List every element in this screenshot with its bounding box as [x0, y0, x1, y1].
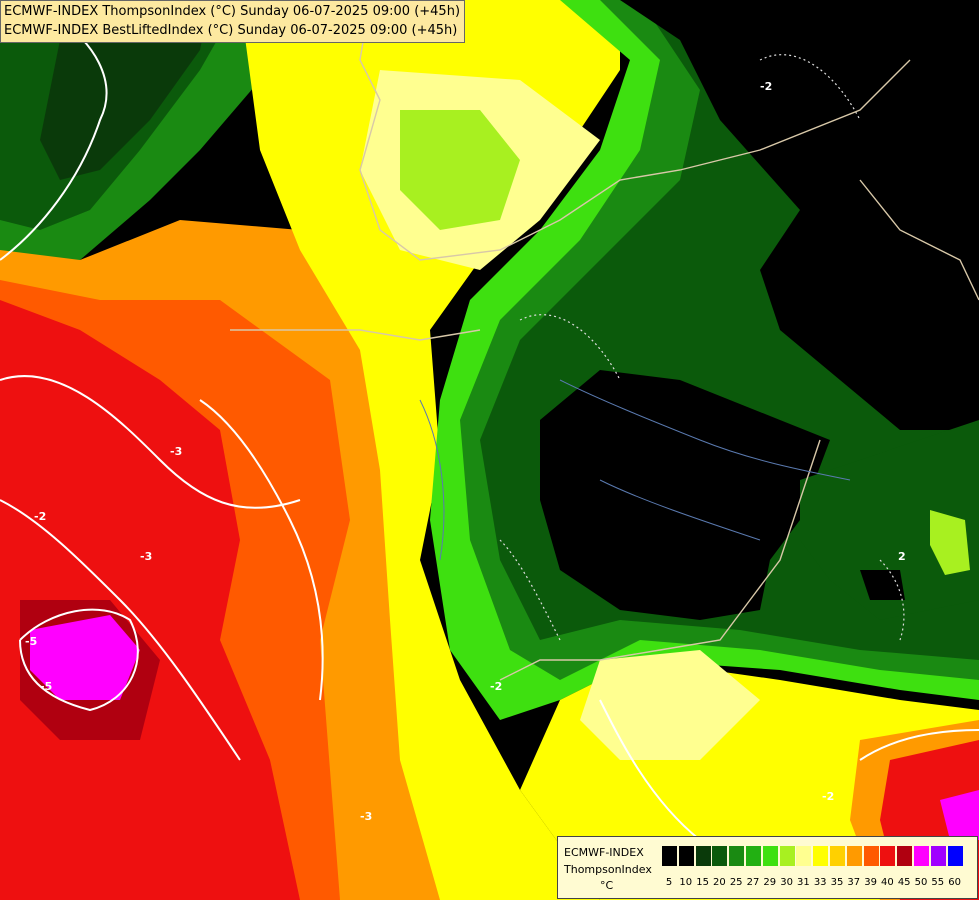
contour-label: -5 — [25, 635, 37, 648]
legend-swatch — [863, 846, 879, 866]
legend-swatch — [880, 846, 896, 866]
contour-lines-dotted — [499, 54, 905, 641]
contour-label: -2 — [490, 680, 502, 693]
legend-swatch — [813, 846, 829, 866]
legend-tick-label: 15 — [696, 877, 709, 888]
east-black-spot — [860, 570, 905, 600]
legend-tick-label: 29 — [763, 877, 777, 888]
contour-label: -3 — [140, 550, 152, 563]
legend-tick-label: 10 — [679, 877, 693, 888]
legend-tick-label: 35 — [830, 877, 844, 888]
contour-label: -3 — [360, 810, 372, 823]
legend-tick-label: 5 — [665, 877, 673, 888]
legend-tick-label: 37 — [847, 877, 861, 888]
legend-tick-label: 40 — [881, 877, 894, 888]
legend-swatch — [947, 846, 963, 866]
header-line-lifted: ECMWF-INDEX BestLiftedIndex (°C) Sunday … — [4, 23, 458, 38]
central-lime-zone — [400, 110, 520, 230]
legend-tick-label: 39 — [864, 877, 877, 888]
legend-swatch — [762, 846, 778, 866]
map-header: ECMWF-INDEX ThompsonIndex (°C) Sunday 06… — [0, 0, 466, 43]
legend-source: ECMWF-INDEX — [564, 846, 644, 859]
legend-tick-label: 60 — [948, 877, 961, 888]
color-legend: ECMWF-INDEX ThompsonIndex °C 5 10 15 20 25 27… — [557, 836, 978, 899]
contour-label: -2 — [34, 510, 46, 523]
contour-lines — [0, 19, 979, 841]
central-yellow-zone — [240, 0, 620, 900]
legend-tick-label: 27 — [746, 877, 760, 888]
legend-swatch — [746, 846, 761, 866]
legend-tick-label: 30 — [780, 877, 793, 888]
northeast-black-zone — [620, 0, 979, 430]
east-darkgreen-zone — [800, 420, 979, 620]
contour-label: -3 — [170, 445, 182, 458]
legend-swatch — [796, 846, 812, 866]
legend-swatch — [729, 846, 745, 866]
legend-tick-label: 31 — [797, 877, 810, 888]
legend-swatch — [662, 846, 677, 866]
legend-swatch — [930, 846, 946, 866]
legend-swatch — [695, 846, 711, 866]
contour-label: -2 — [822, 790, 834, 803]
legend-tick-label: 25 — [729, 877, 743, 888]
legend-swatch — [914, 846, 929, 866]
west-red-zone — [0, 300, 300, 900]
legend-tick-label: 55 — [931, 877, 945, 888]
southeast-lightyellow-zone — [580, 650, 760, 760]
central-black-zone — [540, 370, 830, 620]
rivers — [419, 379, 851, 561]
legend-tick-label: 33 — [813, 877, 827, 888]
legend-tick-label: 45 — [897, 877, 911, 888]
legend-variable: ThompsonIndex — [564, 863, 652, 876]
legend-swatch — [830, 846, 845, 866]
country-borders — [230, 0, 979, 681]
contour-label-group: -2 -3 -3 -5 -5 2 -2 -2 -2 -3 — [25, 80, 906, 823]
contour-label: -5 — [40, 680, 52, 693]
contour-label: 2 — [898, 550, 906, 563]
legend-swatch — [779, 846, 795, 866]
legend-tick-label: 50 — [914, 877, 928, 888]
northwest-black-zone — [40, 0, 210, 180]
west-magenta-zone — [30, 615, 140, 700]
header-line-thompson: ECMWF-INDEX ThompsonIndex (°C) Sunday 06… — [4, 4, 461, 19]
legend-tick-label: 20 — [713, 877, 726, 888]
legend-unit: °C — [600, 879, 614, 892]
legend-swatch — [678, 846, 694, 866]
southeast-magenta-spot — [940, 790, 979, 840]
east-lime-spot — [930, 510, 970, 575]
contour-label: -2 — [760, 80, 772, 93]
legend-swatch — [897, 846, 913, 866]
legend-swatch — [712, 846, 728, 866]
legend-swatch — [846, 846, 862, 866]
